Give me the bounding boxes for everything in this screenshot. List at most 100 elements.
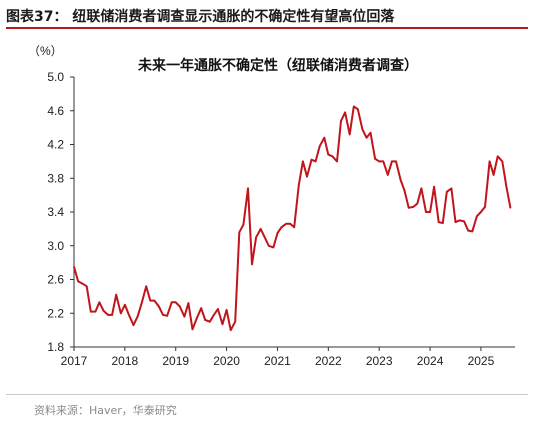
data-point <box>509 207 512 209</box>
data-point <box>107 314 109 316</box>
data-point <box>492 174 495 176</box>
data-point <box>501 160 504 163</box>
data-point <box>132 324 135 326</box>
data-point <box>391 160 393 163</box>
x-tick-label: 2024 <box>417 354 444 368</box>
data-point <box>399 179 402 181</box>
data-point <box>378 160 381 163</box>
data-point <box>331 155 334 158</box>
data-point <box>187 302 190 304</box>
data-point <box>454 221 457 223</box>
data-point <box>200 307 202 310</box>
data-point <box>488 160 491 163</box>
x-tick-label: 2023 <box>366 354 393 368</box>
data-point <box>306 175 308 178</box>
data-point <box>480 211 482 213</box>
data-point <box>310 158 313 161</box>
y-tick-label: 4.6 <box>47 104 64 118</box>
data-point <box>209 320 211 323</box>
y-tick-label: 2.2 <box>47 306 64 320</box>
data-point <box>170 301 173 304</box>
data-point <box>344 111 346 114</box>
x-axis: 2017 2018 2019 2020 2021 2022 2023 2024 2025 <box>61 346 515 368</box>
data-point <box>467 229 470 232</box>
data-point <box>234 320 236 323</box>
data-point <box>204 319 206 321</box>
y-tick-label: 3.8 <box>47 171 64 185</box>
data-point <box>437 221 440 223</box>
data-point <box>225 309 228 311</box>
source-note: 资料来源：Haver，华泰研究 <box>34 404 177 417</box>
data-point <box>77 280 79 283</box>
data-point <box>476 215 478 217</box>
y-axis: 5.0 4.6 4.2 3.8 3.4 3.0 2.6 2.2 1.8 <box>47 70 75 354</box>
data-point <box>374 158 376 160</box>
data-point <box>314 160 317 163</box>
data-point <box>382 160 385 163</box>
data-point <box>429 211 431 213</box>
data-point <box>191 328 194 331</box>
y-tick-label: 2.6 <box>47 273 64 287</box>
data-point <box>229 329 232 331</box>
data-point <box>348 133 351 136</box>
data-point <box>353 105 355 108</box>
data-point <box>412 206 415 208</box>
data-point <box>496 155 499 158</box>
data-point <box>395 160 397 163</box>
data-point <box>361 128 364 131</box>
figure-caption: 图表37： 纽联储消费者调查显示通胀的不确定性有望高位回落 <box>6 9 395 25</box>
data-point <box>433 185 435 188</box>
data-point <box>136 315 139 318</box>
data-point <box>387 174 389 176</box>
data-point <box>484 206 486 208</box>
series-layer <box>73 105 512 332</box>
data-point <box>196 316 198 319</box>
data-point <box>179 305 181 308</box>
data-point <box>94 310 97 313</box>
data-point <box>217 308 219 310</box>
series-line <box>73 105 512 332</box>
data-point <box>111 314 113 316</box>
data-point <box>276 232 279 234</box>
data-point <box>458 219 461 222</box>
data-point <box>140 302 143 304</box>
data-point <box>420 187 423 190</box>
data-point <box>238 231 241 234</box>
data-point <box>242 223 245 226</box>
data-point <box>289 223 292 225</box>
data-point <box>120 312 122 315</box>
data-point <box>471 230 474 233</box>
data-point <box>124 304 126 306</box>
y-tick-label: 3.0 <box>47 239 64 253</box>
data-point <box>81 282 84 285</box>
data-point <box>259 228 262 230</box>
data-point <box>318 145 321 147</box>
data-point <box>340 120 342 122</box>
data-point <box>221 323 224 326</box>
data-point <box>425 211 427 213</box>
data-point <box>280 226 283 228</box>
data-point <box>255 236 257 239</box>
x-tick-label: 2018 <box>112 354 139 368</box>
data-point <box>149 299 152 302</box>
data-point <box>463 220 465 223</box>
x-tick-label: 2025 <box>468 354 495 368</box>
data-point <box>302 160 304 163</box>
y-tick-label: 4.2 <box>47 138 64 152</box>
data-point <box>285 223 287 225</box>
x-tick-label: 2020 <box>213 354 240 368</box>
data-point <box>213 314 215 316</box>
x-tick-label: 2017 <box>61 354 88 368</box>
data-point <box>263 236 266 239</box>
data-point <box>162 314 164 316</box>
data-point <box>166 315 168 317</box>
data-point <box>102 309 105 312</box>
data-point <box>247 187 249 190</box>
data-point <box>407 207 410 209</box>
header-rule <box>6 27 528 29</box>
data-point <box>145 285 147 288</box>
data-point <box>450 187 453 190</box>
data-point <box>369 131 372 134</box>
data-point <box>336 160 338 163</box>
